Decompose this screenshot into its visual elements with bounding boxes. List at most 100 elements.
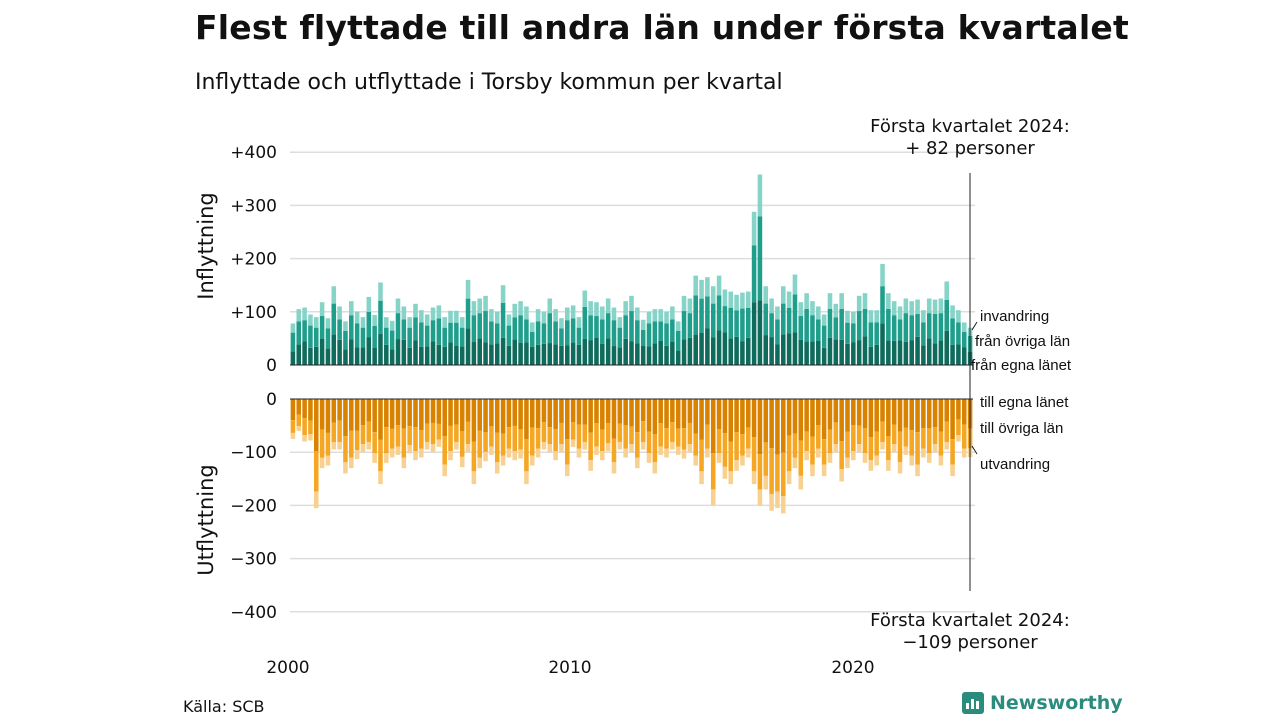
bar-utflyttning-till-ovriga-lan xyxy=(722,433,728,467)
bar-utflyttning-till-ovriga-lan xyxy=(745,427,751,449)
bar-invandring xyxy=(424,314,430,326)
bar-invandring xyxy=(681,295,687,312)
bar-utvandring xyxy=(781,496,786,514)
bar-inflyttning-fran-ovriga-lan xyxy=(658,321,663,341)
bar-utvandring xyxy=(430,444,436,453)
bar-utflyttning-till-ovriga-lan xyxy=(553,428,558,451)
bar-invandring xyxy=(722,289,728,307)
bar-invandring xyxy=(308,314,313,326)
series-label-till-ovriga-lan: till övriga län xyxy=(980,420,1063,437)
bar-utvandring xyxy=(448,451,453,461)
bar-utflyttning-till-egna-lanet xyxy=(413,399,418,428)
series-label-invandring: invandring xyxy=(980,308,1049,325)
bar-invandring xyxy=(360,317,366,328)
bar-inflyttning-fran-egna-lanet xyxy=(401,339,407,365)
bar-invandring xyxy=(956,310,961,323)
bar-inflyttning-fran-ovriga-lan xyxy=(395,313,401,340)
bar-inflyttning-fran-ovriga-lan xyxy=(500,302,506,338)
bar-utvandring xyxy=(349,457,354,469)
bar-inflyttning-fran-ovriga-lan xyxy=(518,315,523,343)
bar-invandring xyxy=(804,293,809,309)
bar-utvandring xyxy=(413,451,418,461)
bar-utflyttning-till-egna-lanet xyxy=(459,399,465,432)
bar-invandring xyxy=(419,310,424,323)
bar-inflyttning-fran-ovriga-lan xyxy=(319,316,325,339)
bar-inflyttning-fran-egna-lanet xyxy=(921,345,926,365)
bar-inflyttning-fran-ovriga-lan xyxy=(331,303,337,335)
bar-inflyttning-fran-ovriga-lan xyxy=(600,319,605,344)
bar-utflyttning-till-ovriga-lan xyxy=(775,454,780,492)
bar-utflyttning-till-ovriga-lan xyxy=(529,427,535,456)
bar-inflyttning-fran-ovriga-lan xyxy=(769,313,774,338)
bar-inflyttning-fran-ovriga-lan xyxy=(302,320,307,342)
bar-inflyttning-fran-ovriga-lan xyxy=(483,311,488,343)
bar-utflyttning-till-egna-lanet xyxy=(821,399,827,440)
bar-utflyttning-till-ovriga-lan xyxy=(851,425,856,452)
bar-utflyttning-till-egna-lanet xyxy=(319,399,325,430)
bar-utvandring xyxy=(454,441,459,450)
bar-inflyttning-fran-egna-lanet xyxy=(313,346,319,365)
bar-utvandring xyxy=(512,451,518,461)
bar-utflyttning-till-egna-lanet xyxy=(833,399,839,423)
bar-inflyttning-fran-egna-lanet xyxy=(617,347,623,365)
bar-inflyttning-fran-ovriga-lan xyxy=(961,331,967,348)
bar-inflyttning-fran-ovriga-lan xyxy=(664,323,669,346)
bar-inflyttning-fran-egna-lanet xyxy=(325,348,331,365)
bar-invandring xyxy=(337,306,342,320)
bar-invandring xyxy=(529,322,535,332)
bar-utvandring xyxy=(827,453,833,463)
bar-inflyttning-fran-egna-lanet xyxy=(524,342,529,365)
bar-invandring xyxy=(821,314,827,326)
bar-utflyttning-till-ovriga-lan xyxy=(296,414,302,427)
bar-invandring xyxy=(518,301,523,316)
bar-utflyttning-till-ovriga-lan xyxy=(436,423,442,440)
bar-inflyttning-fran-egna-lanet xyxy=(366,337,372,365)
bar-utvandring xyxy=(944,441,949,450)
bar-utflyttning-till-egna-lanet xyxy=(792,399,798,434)
bar-invandring xyxy=(319,302,325,317)
bar-inflyttning-fran-egna-lanet xyxy=(635,343,640,365)
bar-inflyttning-fran-ovriga-lan xyxy=(681,311,687,340)
bar-inflyttning-fran-egna-lanet xyxy=(670,341,675,365)
bar-invandring xyxy=(302,307,307,321)
bar-utflyttning-till-ovriga-lan xyxy=(740,434,745,456)
bar-utflyttning-till-egna-lanet xyxy=(623,399,628,426)
bar-inflyttning-fran-egna-lanet xyxy=(629,341,634,365)
bar-utflyttning-till-ovriga-lan xyxy=(956,419,961,436)
bar-invandring xyxy=(512,303,518,318)
bar-inflyttning-fran-egna-lanet xyxy=(640,346,646,365)
bar-inflyttning-fran-egna-lanet xyxy=(903,341,909,366)
bar-inflyttning-fran-ovriga-lan xyxy=(576,327,582,345)
bar-utflyttning-till-ovriga-lan xyxy=(559,422,564,445)
bar-utflyttning-till-egna-lanet xyxy=(559,399,564,423)
bar-inflyttning-fran-ovriga-lan xyxy=(506,325,512,346)
bar-inflyttning-fran-egna-lanet xyxy=(699,332,704,365)
bar-invandring xyxy=(430,307,436,321)
bar-inflyttning-fran-egna-lanet xyxy=(961,347,967,365)
bar-inflyttning-fran-egna-lanet xyxy=(600,343,605,365)
bar-utvandring xyxy=(891,444,897,453)
y-tick-label: −400 xyxy=(230,603,277,623)
bar-inflyttning-fran-ovriga-lan xyxy=(792,294,798,333)
bar-invandring xyxy=(839,293,844,309)
bar-invandring xyxy=(407,317,412,328)
bar-utflyttning-till-egna-lanet xyxy=(880,399,885,422)
bar-utvandring xyxy=(559,444,564,453)
bar-utflyttning-till-egna-lanet xyxy=(915,399,920,433)
bar-invandring xyxy=(763,286,769,304)
bar-utflyttning-till-egna-lanet xyxy=(296,399,302,415)
bar-utflyttning-till-egna-lanet xyxy=(395,399,401,426)
bar-inflyttning-fran-ovriga-lan xyxy=(740,308,745,342)
bar-utvandring xyxy=(880,441,885,450)
bar-utvandring xyxy=(646,453,652,463)
bar-inflyttning-fran-egna-lanet xyxy=(804,341,809,365)
bar-invandring xyxy=(874,310,879,323)
bar-utflyttning-till-egna-lanet xyxy=(471,399,477,442)
bar-inflyttning-fran-ovriga-lan xyxy=(781,303,786,335)
bar-utflyttning-till-egna-lanet xyxy=(751,399,757,438)
bar-inflyttning-fran-ovriga-lan xyxy=(903,313,909,342)
bar-utvandring xyxy=(816,448,821,458)
bar-invandring xyxy=(366,296,372,312)
bar-invandring xyxy=(675,321,681,331)
bar-inflyttning-fran-egna-lanet xyxy=(734,336,739,365)
